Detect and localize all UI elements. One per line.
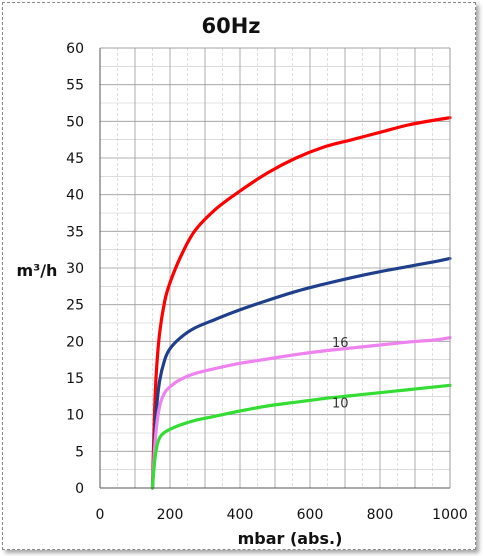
x-axis-label: mbar (abs.)	[238, 529, 343, 548]
y-tick-label: 30	[66, 261, 84, 277]
y-tick-label: 10	[66, 408, 84, 424]
axes	[99, 47, 451, 489]
x-tick-label: 400	[227, 507, 254, 523]
x-tick-label: 1000	[432, 507, 468, 523]
y-tick-label: 25	[66, 298, 84, 314]
y-tick-label: 5	[75, 444, 84, 460]
series-line-3	[150, 336, 452, 490]
y-tick-label: 0	[75, 481, 84, 497]
y-tick-label: 40	[66, 188, 84, 204]
y-tick-label: 55	[66, 78, 84, 94]
y-tick-label: 50	[66, 114, 84, 130]
y-tick-label: 15	[66, 371, 84, 387]
y-tick-label: 20	[66, 334, 84, 350]
series-annotation-3: 16	[332, 336, 349, 351]
x-tick-label: 600	[297, 507, 324, 523]
x-tick-label: 200	[157, 507, 184, 523]
y-tick-label: 35	[66, 224, 84, 240]
y-tick-label: 60	[66, 41, 84, 57]
y-axis-label: m³/h	[17, 261, 58, 280]
y-tick-label: 45	[66, 151, 84, 167]
series-line-1	[150, 116, 452, 490]
series-layer	[150, 116, 452, 490]
series-line-4	[150, 383, 452, 490]
series-annotation-4: 10	[332, 396, 349, 411]
chart-title: 60Hz	[201, 14, 260, 38]
x-tick-label: 800	[367, 507, 394, 523]
x-tick-label: 0	[96, 507, 105, 523]
chart-frame	[2, 2, 476, 550]
series-line-2	[150, 256, 452, 490]
